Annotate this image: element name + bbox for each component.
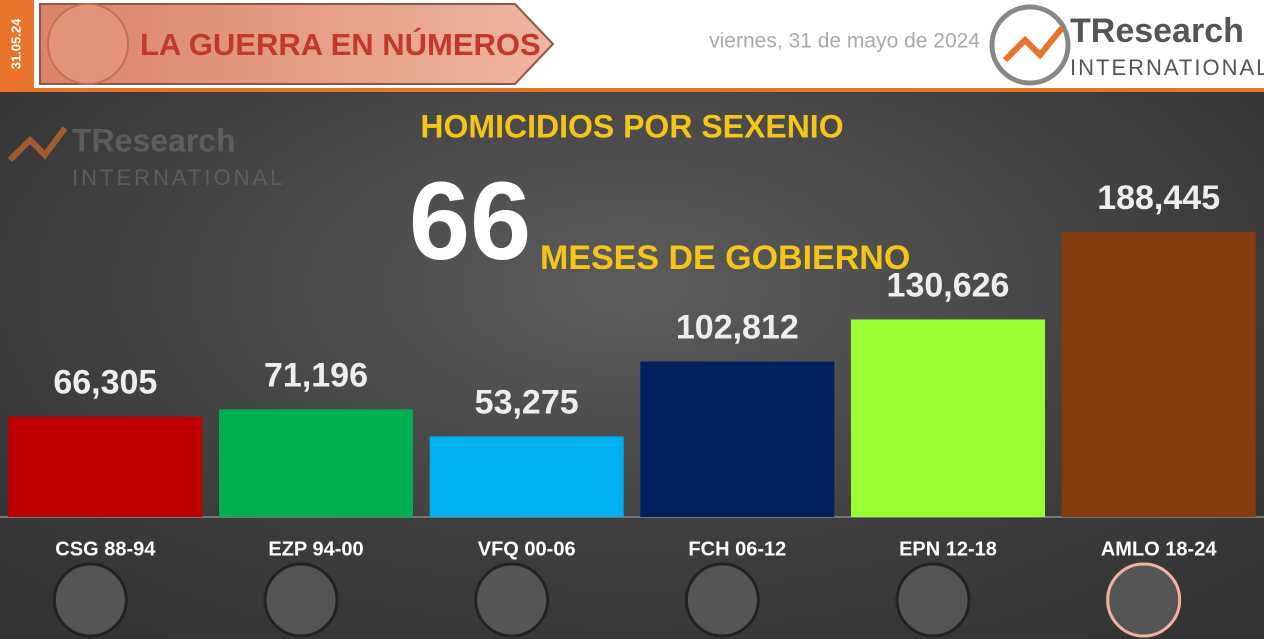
date-stamp: 31.05.24 <box>8 18 23 69</box>
value-label: 102,812 <box>676 308 799 346</box>
x-tick-label: VFQ 00-06 <box>478 538 576 560</box>
chart-title: HOMICIDIOS POR SEXENIO <box>420 108 843 144</box>
value-label: 71,196 <box>264 356 368 394</box>
value-label: 66,305 <box>53 364 157 402</box>
bar <box>1061 232 1256 517</box>
portrait <box>1106 562 1182 638</box>
watermark-sub: INTERNATIONAL <box>72 165 285 190</box>
portrait <box>52 562 128 638</box>
bar <box>851 319 1045 517</box>
watermark-icon <box>7 126 68 163</box>
bar <box>8 416 203 517</box>
banner <box>39 3 555 85</box>
portrait <box>684 562 760 638</box>
portrait <box>895 562 971 638</box>
header-rule <box>0 88 1264 92</box>
bar <box>640 361 835 517</box>
logo-ring <box>989 4 1071 86</box>
x-tick-label: EPN 12-18 <box>899 538 997 560</box>
portrait <box>474 562 550 638</box>
watermark-brand: TResearch <box>72 122 236 158</box>
x-tick-label: AMLO 18-24 <box>1101 538 1217 560</box>
bar <box>429 436 624 517</box>
portrait <box>263 562 339 638</box>
value-label: 130,626 <box>887 266 1010 304</box>
value-label: 53,275 <box>475 383 579 421</box>
header-date: viernes, 31 de mayo de 2024 <box>709 30 980 53</box>
x-tick-label: FCH 06-12 <box>688 538 786 560</box>
bar <box>219 409 413 517</box>
x-tick-label: CSG 88-94 <box>55 538 156 560</box>
banner-title: LA GUERRA EN NÚMEROS <box>140 26 541 62</box>
value-label: 188,445 <box>1097 179 1220 217</box>
logo-icon <box>1002 26 1065 63</box>
label-band <box>0 517 1264 639</box>
big-number: 66 <box>409 160 531 283</box>
x-tick-label: EZP 94-00 <box>268 538 363 560</box>
date-strip <box>0 0 34 88</box>
banner-icon <box>47 3 129 85</box>
logo-sub: INTERNATIONAL <box>1070 55 1264 80</box>
logo-brand: TResearch <box>1070 12 1244 50</box>
chart-subtitle: MESES DE GOBIERNO <box>540 239 910 277</box>
